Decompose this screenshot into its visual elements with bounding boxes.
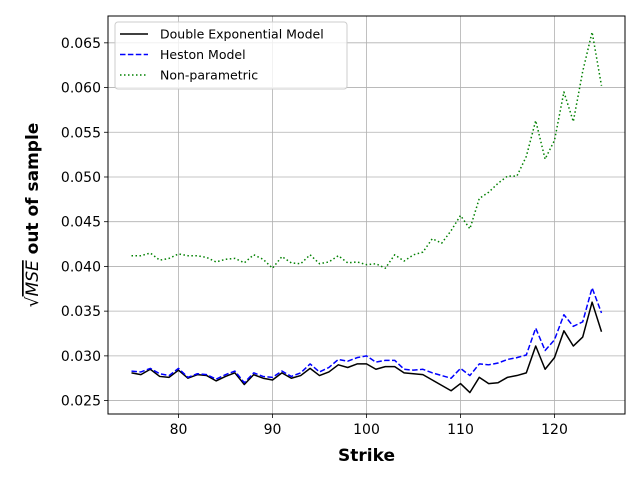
y-axis-label: √MSE out of sample [23,123,43,308]
y-axis-label-mse: MSE [23,260,43,296]
series-line-1 [131,287,603,384]
grid [108,16,625,414]
series-line-2 [131,31,603,269]
y-tick-label: 0.035 [61,304,101,320]
y-tick-label: 0.050 [61,170,101,186]
legend-box [114,21,348,90]
y-axis-ticks: 0.025 0.030 0.035 0.040 0.045 0.050 0.055 0.060… [61,36,108,410]
y-tick-label: 0.040 [61,259,101,275]
y-tick-label: 0.065 [61,36,101,52]
x-axis-ticks: 80 90 100 110 120 [170,414,568,438]
x-axis-label: Strike [338,446,395,466]
y-tick-label: 0.060 [61,81,101,97]
y-tick-label: 0.045 [61,215,101,231]
legend-label: Non-parametric [160,68,258,83]
x-tick-label: 80 [170,422,188,438]
y-axis-label-radical: √ [23,296,43,307]
y-axis-label-rest: out of sample [23,123,43,261]
series-line-0 [131,301,603,394]
y-tick-label: 0.055 [61,125,101,141]
y-tick-label: 0.030 [61,349,101,365]
legend: Double Exponential Model Heston Model Non-… [114,21,348,90]
legend-label: Double Exponential Model [160,27,324,42]
series-lines [131,31,603,394]
legend-label: Heston Model [160,47,246,62]
x-tick-label: 110 [447,422,474,438]
y-tick-label: 0.025 [61,394,101,410]
x-tick-label: 90 [264,422,282,438]
x-tick-label: 120 [541,422,568,438]
x-tick-label: 100 [353,422,380,438]
